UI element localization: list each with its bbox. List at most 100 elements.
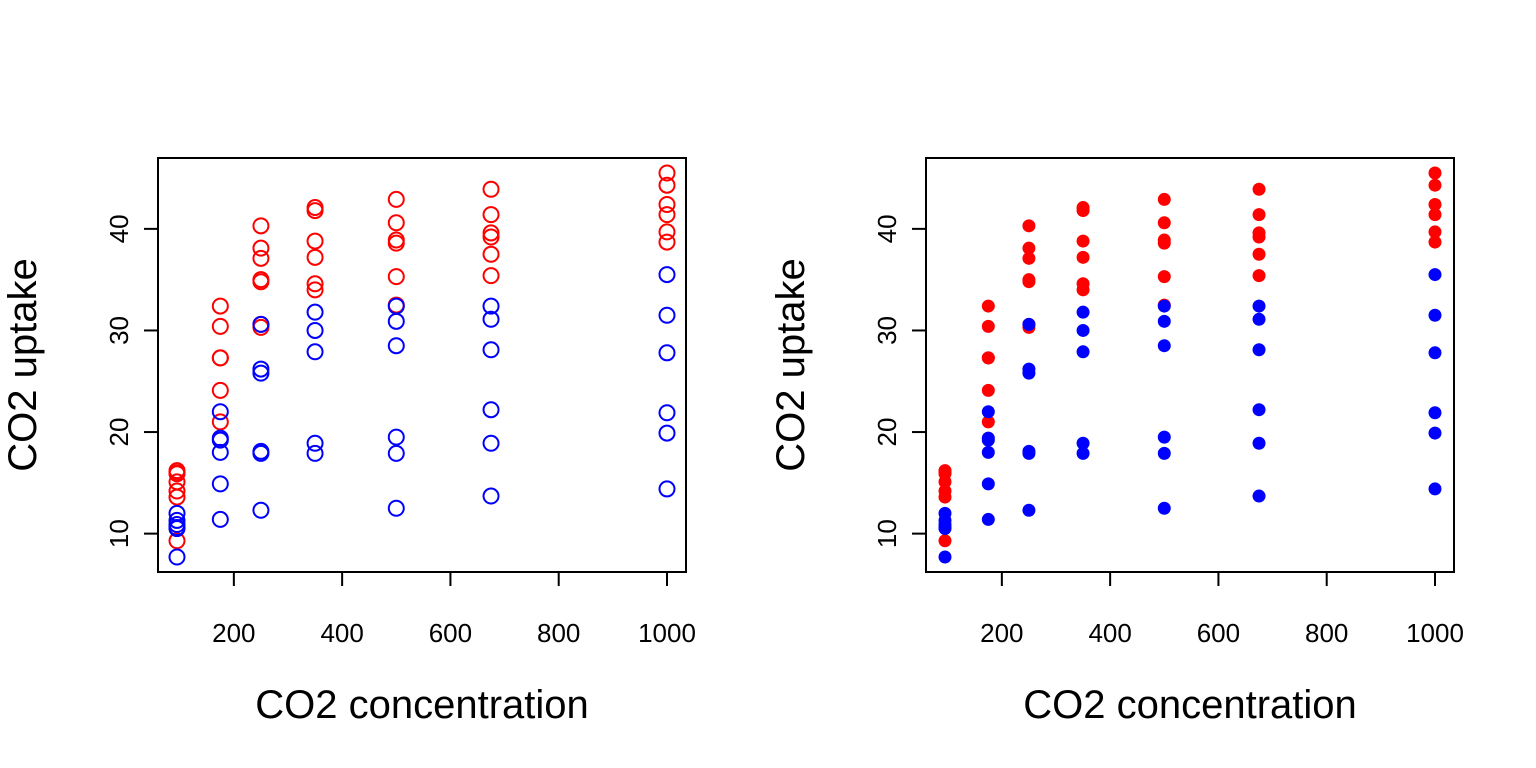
red-data-point: [211, 349, 229, 367]
blue-data-point: [306, 444, 324, 462]
blue-data-point: [211, 443, 229, 461]
x-tick-label: 600: [429, 618, 472, 648]
red-data-point: [168, 482, 186, 500]
data-points: [168, 164, 676, 566]
red-data-point: [211, 413, 229, 431]
red-data-point: [1022, 251, 1036, 265]
blue-data-point: [387, 428, 405, 446]
blue-data-point: [387, 499, 405, 517]
blue-data-point: [168, 520, 186, 538]
x-axis-title: CO2 concentration: [255, 683, 589, 727]
blue-data-point: [1022, 446, 1036, 460]
red-data-point: [1157, 192, 1171, 206]
red-data-point: [1076, 234, 1090, 248]
blue-data-point: [306, 321, 324, 339]
blue-data-point: [211, 510, 229, 528]
blue-data-point: [1252, 299, 1266, 313]
x-tick-label: 1000: [638, 618, 696, 648]
x-axis-title: CO2 concentration: [1023, 683, 1357, 727]
red-data-point: [981, 383, 995, 397]
x-tick-label: 1000: [1406, 618, 1464, 648]
red-data-point: [938, 490, 952, 504]
red-data-point: [211, 381, 229, 399]
y-axis: 10 20 30 40: [104, 214, 159, 548]
x-tick-label: 800: [537, 618, 580, 648]
y-tick-label: 40: [872, 214, 902, 243]
blue-data-point: [482, 487, 500, 505]
red-data-point: [981, 319, 995, 333]
red-data-point: [938, 534, 952, 548]
red-data-point: [1252, 269, 1266, 283]
blue-data-point: [658, 424, 676, 442]
x-axis: 200 400 600 800 1000: [212, 571, 696, 648]
blue-data-point: [306, 303, 324, 321]
blue-data-point: [387, 444, 405, 462]
red-data-point: [482, 180, 500, 198]
red-data-point: [252, 239, 270, 257]
red-data-point: [306, 275, 324, 293]
blue-data-point: [1428, 346, 1442, 360]
y-tick-label: 20: [872, 418, 902, 447]
red-data-point: [1157, 270, 1171, 284]
blue-data-point: [252, 444, 270, 462]
red-data-point: [387, 268, 405, 286]
red-data-point: [658, 233, 676, 251]
blue-data-point: [1252, 312, 1266, 326]
y-tick-label: 10: [104, 519, 134, 548]
blue-data-point: [1022, 317, 1036, 331]
blue-data-point: [252, 364, 270, 382]
red-data-point: [252, 217, 270, 235]
blue-data-point: [168, 511, 186, 529]
red-data-point: [658, 223, 676, 241]
red-data-point: [1252, 208, 1266, 222]
red-data-point: [482, 228, 500, 246]
red-data-point: [211, 297, 229, 315]
x-tick-label: 200: [980, 618, 1023, 648]
red-data-point: [306, 232, 324, 250]
blue-data-point: [981, 445, 995, 459]
blue-data-point: [981, 433, 995, 447]
red-data-point: [1428, 166, 1442, 180]
red-data-point: [1157, 236, 1171, 250]
blue-data-point: [482, 401, 500, 419]
blue-data-point: [1252, 403, 1266, 417]
blue-data-point: [981, 512, 995, 526]
x-tick-label: 600: [1197, 618, 1240, 648]
blue-data-point: [211, 403, 229, 421]
red-data-point: [1076, 250, 1090, 264]
red-data-point: [1428, 208, 1442, 222]
red-data-point: [387, 190, 405, 208]
blue-data-point: [658, 480, 676, 498]
blue-data-point: [1428, 308, 1442, 322]
red-data-point: [168, 488, 186, 506]
blue-data-point: [658, 306, 676, 324]
red-data-point: [482, 224, 500, 242]
red-data-point: [1022, 275, 1036, 289]
blue-data-point: [1076, 323, 1090, 337]
blue-data-point: [211, 475, 229, 493]
red-data-point: [658, 195, 676, 213]
red-data-point: [252, 273, 270, 291]
blue-data-point: [1157, 314, 1171, 328]
blue-data-point: [658, 266, 676, 284]
blue-data-point: [1157, 299, 1171, 313]
red-data-point: [658, 176, 676, 194]
red-data-point: [1428, 178, 1442, 192]
blue-data-point: [1076, 446, 1090, 460]
blue-data-point: [252, 501, 270, 519]
red-data-point: [306, 281, 324, 299]
blue-data-point: [1022, 366, 1036, 380]
y-tick-label: 30: [872, 316, 902, 345]
blue-data-point: [306, 434, 324, 452]
red-data-point: [1076, 204, 1090, 218]
y-tick-label: 10: [872, 519, 902, 548]
x-axis: 200 400 600 800 1000: [980, 571, 1464, 648]
blue-data-point: [1428, 482, 1442, 496]
blue-data-point: [211, 431, 229, 449]
blue-data-point: [658, 404, 676, 422]
blue-data-point: [387, 312, 405, 330]
red-data-point: [211, 317, 229, 335]
blue-data-point: [938, 522, 952, 536]
blue-data-point: [1252, 489, 1266, 503]
blue-data-point: [1252, 343, 1266, 357]
